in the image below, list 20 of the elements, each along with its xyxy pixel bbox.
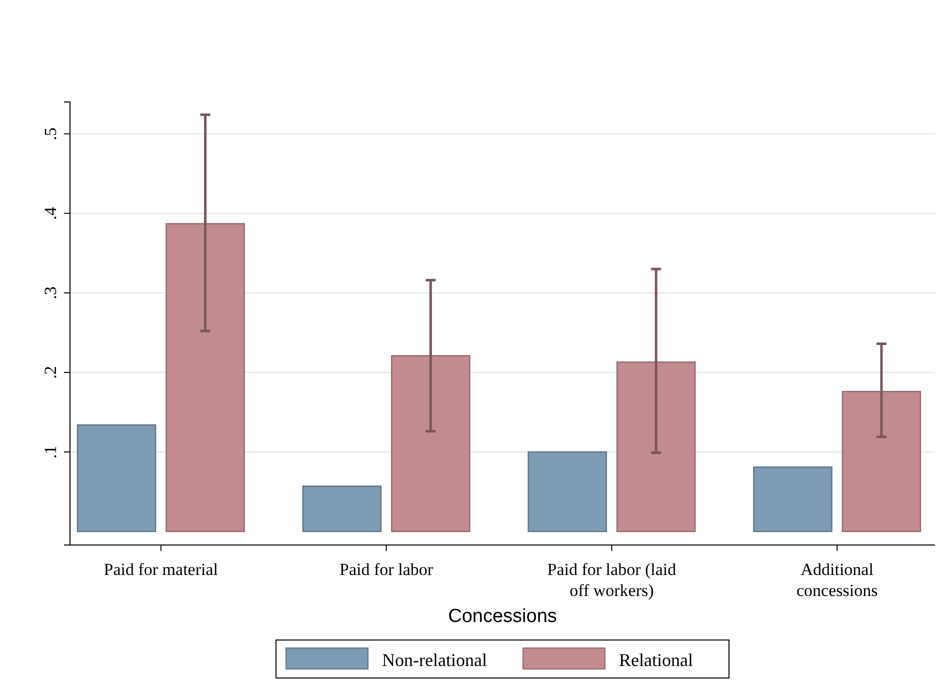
y-tick-label: .2 bbox=[41, 366, 60, 379]
x-axis-title: Concessions bbox=[448, 606, 557, 627]
y-tick-label: .3 bbox=[41, 286, 60, 300]
bar bbox=[302, 486, 382, 532]
y-tick-label: .4 bbox=[41, 206, 60, 220]
x-tick-label: Additional concessions bbox=[796, 560, 878, 600]
y-tick-label: .1 bbox=[41, 446, 60, 458]
y-tick-label: .5 bbox=[41, 127, 60, 140]
legend-label: Non-relational bbox=[382, 650, 487, 670]
bar bbox=[616, 361, 696, 532]
x-tick-label: Paid for labor (laid off workers) bbox=[547, 560, 677, 600]
x-tick-label: Paid for labor bbox=[340, 560, 434, 579]
bar bbox=[842, 390, 922, 532]
bar bbox=[528, 451, 607, 532]
bar bbox=[753, 466, 832, 532]
bar bbox=[166, 223, 245, 532]
bar bbox=[391, 355, 470, 532]
legend-label: Relational bbox=[618, 650, 693, 670]
x-tick-label: Paid for material bbox=[104, 560, 218, 579]
bar bbox=[76, 424, 156, 532]
